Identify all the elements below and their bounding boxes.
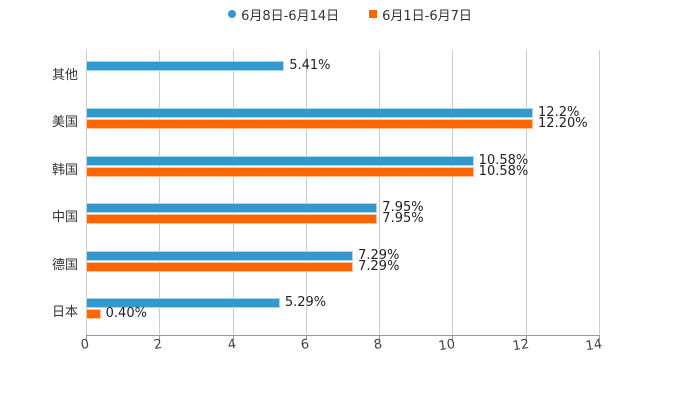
value-label: 5.41% xyxy=(289,57,331,73)
gridline xyxy=(232,50,234,335)
bar-week1 xyxy=(86,119,534,130)
value-label: 12.20% xyxy=(538,116,588,132)
bar-week2 xyxy=(86,60,285,71)
x-tick xyxy=(599,335,600,340)
value-label: 0.40% xyxy=(105,306,147,322)
value-label: 10.58% xyxy=(478,163,529,179)
x-tick xyxy=(379,335,381,340)
value-label: 7.95% xyxy=(382,200,424,216)
legend-label: 6月8日-6月14日 xyxy=(241,8,340,24)
legend-square-icon xyxy=(369,10,378,18)
x-tick xyxy=(86,335,87,340)
x-tick xyxy=(525,335,527,340)
bar-week1 xyxy=(86,166,474,177)
bar-week1 xyxy=(86,309,101,320)
category-label: 中国 xyxy=(51,210,78,226)
legend-item-week1[interactable]: 6月1日-6月7日 xyxy=(369,4,472,24)
x-tick xyxy=(159,335,161,340)
gridline xyxy=(159,50,161,335)
category-label: 德国 xyxy=(51,257,78,273)
x-tick xyxy=(232,335,234,340)
x-axis-line xyxy=(86,335,600,336)
category-label: 美国 xyxy=(51,115,78,131)
bar-week2 xyxy=(86,108,534,119)
x-tick xyxy=(305,335,307,340)
x-tick-label: 12 xyxy=(511,337,530,355)
value-label: 10.58% xyxy=(478,152,529,168)
bar-week2 xyxy=(86,155,474,166)
x-tick-label: 6 xyxy=(299,337,310,354)
gridline xyxy=(452,50,454,335)
gridline xyxy=(379,50,381,335)
bar-week1 xyxy=(86,261,354,272)
gridline xyxy=(305,50,307,335)
value-label: 7.29% xyxy=(358,258,400,274)
legend-circle-icon xyxy=(228,10,237,18)
gridline xyxy=(86,50,87,335)
category-label: 其他 xyxy=(51,67,78,83)
value-label: 7.29% xyxy=(358,247,400,263)
legend-item-week2[interactable]: 6月8日-6月14日 xyxy=(228,4,339,24)
gridline xyxy=(525,50,527,335)
bar-week2 xyxy=(86,203,378,214)
gridline xyxy=(599,50,600,335)
x-tick-label: 14 xyxy=(584,337,604,355)
x-tick-label: 8 xyxy=(372,337,384,354)
legend-label: 6月1日-6月7日 xyxy=(382,8,472,24)
x-tick-label: 0 xyxy=(79,337,91,354)
x-tick-label: 4 xyxy=(226,337,237,354)
category-label: 韩国 xyxy=(51,162,78,178)
chart-legend: 6月8日-6月14日 6月1日-6月7日 xyxy=(0,4,700,24)
category-label: 日本 xyxy=(51,305,78,321)
value-label: 7.95% xyxy=(382,211,424,227)
bar-week2 xyxy=(86,250,354,261)
bar-week2 xyxy=(86,298,280,309)
bar-week1 xyxy=(86,214,378,225)
value-label: 5.29% xyxy=(284,295,327,311)
x-tick-label: 10 xyxy=(438,337,457,355)
x-tick xyxy=(452,335,454,340)
value-label: 12.2% xyxy=(538,105,580,121)
x-tick-label: 2 xyxy=(153,337,164,354)
